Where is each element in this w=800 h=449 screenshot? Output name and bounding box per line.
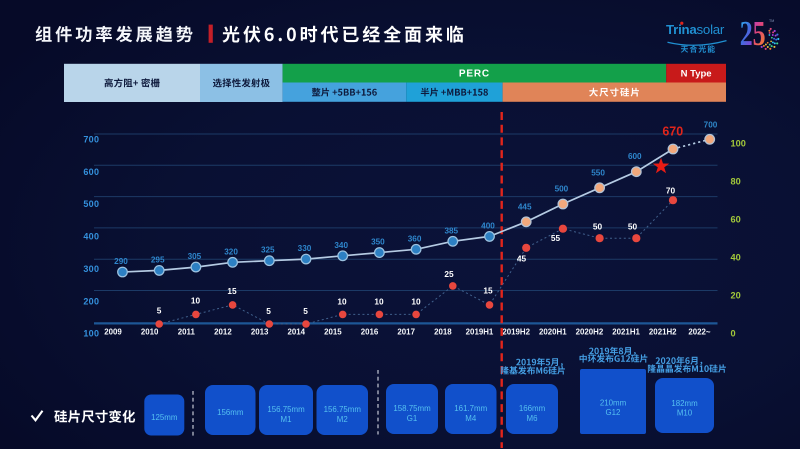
svg-text:2018: 2018: [434, 328, 452, 337]
svg-text:295: 295: [151, 255, 165, 264]
svg-text:10: 10: [374, 297, 384, 307]
svg-text:700: 700: [704, 121, 718, 130]
svg-text:2019H1: 2019H1: [466, 328, 494, 337]
svg-text:60: 60: [731, 214, 741, 224]
svg-text:500: 500: [83, 199, 99, 209]
svg-text:2022~: 2022~: [688, 328, 711, 337]
svg-text:670: 670: [662, 124, 683, 138]
svg-text:156.75mm: 156.75mm: [324, 405, 362, 414]
svg-text:2020H2: 2020H2: [576, 328, 604, 337]
svg-text:0: 0: [731, 328, 736, 338]
svg-text:210mm: 210mm: [600, 399, 627, 408]
svg-text:156mm: 156mm: [217, 408, 244, 417]
svg-text:2010: 2010: [141, 328, 159, 337]
svg-text:330: 330: [298, 244, 312, 253]
svg-text:M4: M4: [465, 414, 477, 423]
svg-text:290: 290: [114, 257, 128, 266]
svg-text:20: 20: [731, 290, 741, 300]
svg-text:M1: M1: [281, 415, 292, 424]
svg-text:40: 40: [731, 252, 741, 262]
svg-text:G1: G1: [407, 414, 418, 423]
svg-text:320: 320: [224, 247, 238, 256]
svg-text:M2: M2: [337, 415, 348, 424]
svg-text:100: 100: [731, 138, 746, 148]
svg-text:182mm: 182mm: [671, 399, 698, 408]
svg-text:PERC: PERC: [459, 69, 490, 80]
svg-text:Trinasolar: Trinasolar: [666, 22, 725, 37]
svg-text:125mm: 125mm: [151, 413, 178, 422]
svg-text:5: 5: [303, 306, 308, 316]
svg-text:2020H1: 2020H1: [539, 328, 567, 337]
svg-text:100: 100: [83, 329, 99, 339]
svg-text:600: 600: [628, 152, 642, 161]
svg-text:5: 5: [157, 305, 162, 315]
svg-text:2016: 2016: [361, 328, 379, 337]
svg-text:156.75mm: 156.75mm: [267, 405, 305, 414]
svg-text:600: 600: [83, 167, 99, 177]
svg-text:10: 10: [337, 297, 347, 307]
svg-text:500: 500: [555, 185, 569, 194]
svg-text:TM: TM: [769, 19, 774, 23]
svg-text:158.75mm: 158.75mm: [393, 404, 431, 413]
svg-text:161.7mm: 161.7mm: [454, 404, 487, 413]
svg-text:2: 2: [740, 14, 753, 53]
svg-text:2012: 2012: [214, 328, 232, 337]
svg-text:305: 305: [188, 252, 202, 261]
svg-text:400: 400: [83, 232, 99, 242]
svg-text:325: 325: [261, 246, 275, 255]
svg-text:2009: 2009: [104, 328, 122, 337]
svg-text:45: 45: [517, 254, 527, 264]
svg-text:300: 300: [83, 264, 99, 274]
svg-text:200: 200: [83, 296, 99, 306]
svg-text:445: 445: [518, 202, 532, 211]
svg-text:15: 15: [483, 286, 493, 296]
svg-text:2013: 2013: [251, 328, 269, 337]
svg-text:400: 400: [481, 221, 495, 230]
svg-text:50: 50: [628, 221, 638, 231]
svg-text:360: 360: [408, 234, 422, 243]
svg-text:385: 385: [444, 226, 458, 235]
svg-text:2011: 2011: [178, 328, 196, 337]
svg-text:550: 550: [591, 168, 605, 177]
svg-text:2014: 2014: [287, 328, 305, 337]
svg-text:50: 50: [593, 221, 603, 231]
svg-text:700: 700: [83, 135, 99, 145]
svg-text:2015: 2015: [324, 328, 342, 337]
svg-text:15: 15: [227, 286, 237, 296]
svg-text:166mm: 166mm: [519, 404, 546, 413]
svg-text:2021H2: 2021H2: [649, 328, 677, 337]
svg-text:2021H1: 2021H1: [612, 328, 640, 337]
svg-text:10: 10: [411, 297, 421, 307]
svg-text:M6: M6: [527, 414, 539, 423]
svg-text:G12: G12: [606, 408, 621, 417]
svg-text:M10: M10: [677, 408, 693, 417]
svg-text:55: 55: [551, 233, 561, 243]
svg-text:10: 10: [191, 296, 201, 306]
svg-text:2017: 2017: [397, 328, 415, 337]
svg-text:80: 80: [731, 176, 741, 186]
svg-text:N Type: N Type: [681, 68, 712, 79]
svg-text:25: 25: [444, 269, 454, 279]
svg-text:70: 70: [666, 186, 676, 196]
svg-text:5: 5: [266, 306, 271, 316]
svg-text:340: 340: [334, 241, 348, 250]
svg-text:2019H2: 2019H2: [502, 328, 530, 337]
svg-text:5: 5: [753, 14, 766, 53]
svg-text:350: 350: [371, 238, 385, 247]
